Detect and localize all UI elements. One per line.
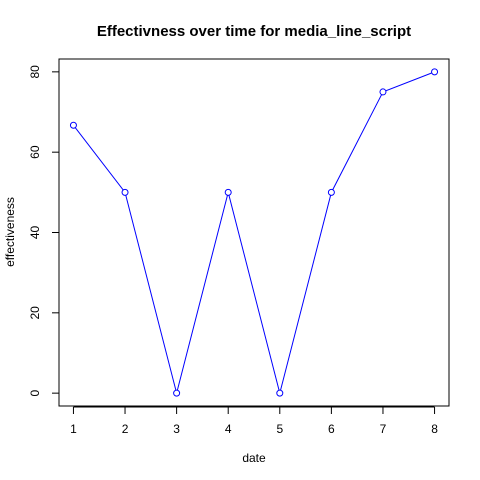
series-layer (69, 68, 439, 397)
plot-frame (58, 58, 450, 407)
x-tick-label: 3 (173, 422, 180, 436)
data-point (431, 68, 439, 76)
x-tick-label: 2 (122, 422, 129, 436)
y-axis: 0 20 40 60 80 (28, 65, 60, 396)
x-tick-label: 7 (380, 422, 387, 436)
data-point (69, 121, 77, 129)
series-line (73, 71, 435, 394)
x-axis-label: date (242, 451, 266, 465)
x-tick-label: 5 (276, 422, 283, 436)
data-point (224, 188, 232, 196)
x-tick-label: 8 (431, 422, 438, 436)
y-tick-label: 60 (28, 145, 42, 159)
data-point (173, 389, 181, 397)
y-tick-label: 20 (28, 306, 42, 320)
data-point (276, 389, 284, 397)
x-tick-label: 1 (70, 422, 77, 436)
y-axis-label: effectiveness (3, 197, 17, 267)
x-axis: 1 2 3 4 5 6 7 8 (70, 406, 438, 436)
x-tick-label: 4 (225, 422, 232, 436)
x-tick-label: 6 (328, 422, 335, 436)
data-point (121, 188, 129, 196)
y-tick-label: 40 (28, 226, 42, 240)
y-tick-label: 0 (28, 389, 42, 396)
y-tick-label: 80 (28, 65, 42, 79)
data-point (327, 188, 335, 196)
chart-title: Effectivness over time for media_line_sc… (97, 23, 411, 40)
data-point (379, 88, 387, 96)
